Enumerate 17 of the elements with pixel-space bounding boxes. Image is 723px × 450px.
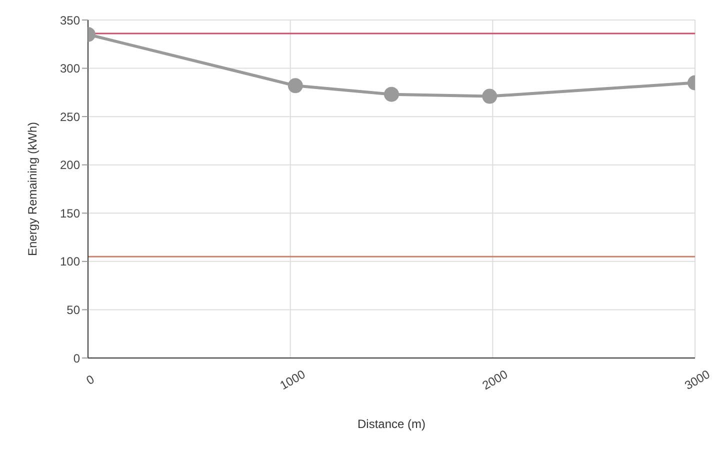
- x-tick-label: 0: [84, 372, 97, 388]
- x-tick-label: 3000: [682, 367, 713, 393]
- point: [482, 88, 498, 104]
- y-tick-label: 250: [60, 110, 80, 124]
- x-tick-label: 1000: [278, 367, 308, 393]
- y-tick-label: 300: [60, 62, 80, 76]
- y-tick-label: 50: [66, 302, 80, 317]
- x-axis-title: Distance (m): [357, 417, 426, 431]
- y-tick-label: 100: [60, 254, 80, 269]
- point: [288, 78, 303, 94]
- y-tick-label: 150: [60, 206, 80, 220]
- point: [384, 86, 399, 102]
- y-tick-label: 350: [60, 13, 80, 28]
- y-axis-title: Energy Remaining (kWh): [25, 122, 40, 256]
- x-tick-label: 2000: [480, 367, 510, 393]
- y-tick-label: 200: [60, 158, 80, 172]
- y-tick-label: 0: [73, 351, 80, 366]
